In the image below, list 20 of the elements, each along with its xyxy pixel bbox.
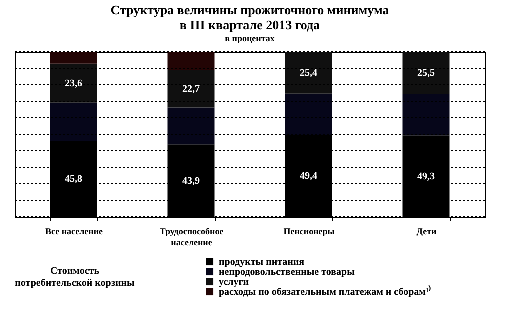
legend-label: услуги bbox=[219, 277, 250, 288]
x-tick-label: Дети bbox=[416, 226, 437, 236]
legend-label: продукты питания bbox=[219, 257, 306, 268]
chart-subtitle: в процентах bbox=[225, 34, 276, 44]
chart-title: Структура величины прожиточного минимума в III квартале 2013 года bbox=[110, 2, 390, 32]
bar bbox=[50, 52, 98, 64]
legend-label: непродовольственные товары bbox=[219, 267, 356, 278]
bar bbox=[168, 52, 215, 70]
x-tick-label: Все население bbox=[45, 226, 104, 236]
data-label: 49,4 bbox=[300, 171, 318, 182]
data-label: 22,7 bbox=[182, 84, 200, 96]
data-label: 25,5 bbox=[418, 68, 435, 80]
x-tick-label: Трудоспособное население bbox=[160, 226, 224, 248]
x-tick-label: Пенсионеры bbox=[284, 226, 335, 236]
legend-title: Стоимость потребительской корзины bbox=[15, 266, 136, 289]
data-label: 49,3 bbox=[418, 171, 435, 182]
data-label: 25,4 bbox=[300, 68, 318, 79]
data-label: 43,9 bbox=[182, 176, 200, 187]
data-label: 45,8 bbox=[65, 174, 82, 186]
data-label: 23,6 bbox=[65, 78, 82, 90]
